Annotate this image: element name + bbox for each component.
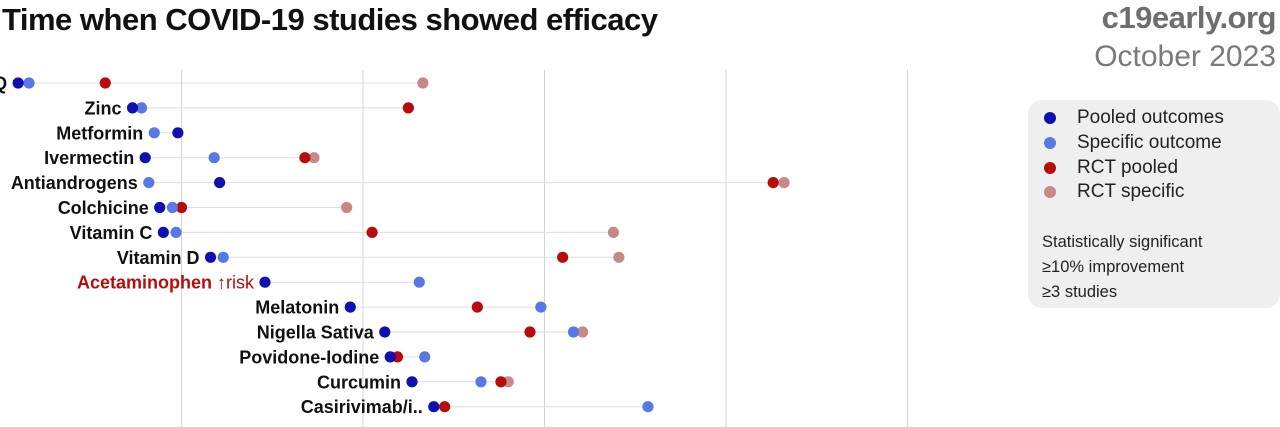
dot-pooled [428, 401, 440, 413]
row-label-text: Acetaminophen [77, 273, 212, 293]
row-label-text: Nigella Sativa [257, 323, 375, 343]
row-label-text: Vitamin D [117, 248, 200, 268]
legend-note-significant: Statistically significant [1042, 233, 1203, 251]
row-label: Nigella Sativa [257, 323, 375, 343]
dot-specific [413, 276, 425, 288]
row-label-text: HCQ [0, 74, 7, 94]
dot-rct-pooled [524, 326, 536, 338]
row-label-text: Curcumin [317, 372, 401, 392]
dot-rct-specific [778, 177, 790, 189]
row-label-text: Melatonin [255, 298, 339, 318]
dot-rct-pooled [767, 177, 779, 189]
row-label: Colchicine [58, 198, 149, 218]
dot-rct-pooled [495, 376, 507, 388]
efficacy-dot-chart: HCQ Zinc Metformin Ivermectin Antiandrogens C… [0, 70, 908, 427]
row-label: Melatonin [255, 298, 339, 318]
row-label-text: Povidone-Iodine [239, 347, 379, 367]
dot-specific [23, 77, 35, 89]
legend-label-pooled: Pooled outcomes [1077, 107, 1224, 128]
legend-dot-rct-pooled [1044, 162, 1056, 174]
row-label-suffix: ↑risk [212, 273, 255, 293]
row-label: Zinc [84, 98, 121, 118]
dot-rct-pooled [402, 102, 414, 114]
row-label: Ivermectin [44, 148, 134, 168]
row-label: HCQ [0, 74, 7, 94]
dot-specific [135, 102, 148, 114]
brand-block: c19early.org October 2023 [1094, 2, 1276, 72]
legend-item-rct-pooled: RCT pooled [1044, 156, 1178, 180]
legend-dot-specific [1044, 137, 1056, 149]
dot-specific [217, 251, 229, 263]
dot-rct-pooled [175, 201, 188, 214]
dot-rct-specific [607, 226, 620, 238]
dot-pooled [172, 127, 184, 139]
chart-title: Time when COVID-19 studies showed effica… [2, 2, 658, 37]
row-label-text: Zinc [84, 98, 121, 118]
row-label: Povidone-Iodine [239, 347, 379, 367]
dot-pooled [259, 276, 271, 288]
dot-pooled [154, 201, 166, 214]
legend-item-rct-specific: RCT specific [1044, 180, 1184, 204]
row-label-text: Colchicine [58, 198, 149, 218]
row-label: Antiandrogens [11, 173, 138, 193]
dot-pooled [157, 226, 169, 238]
row-label-text: Casirivimab/i.. [301, 397, 423, 417]
dot-specific [208, 152, 220, 164]
dot-specific [166, 201, 179, 214]
dot-pooled [406, 376, 418, 388]
dot-rct-specific [308, 152, 320, 164]
legend-dot-rct-specific [1044, 186, 1056, 198]
dot-specific [148, 127, 160, 139]
legend-note-improvement: ≥10% improvement [1042, 258, 1185, 276]
legend-note-studies: ≥3 studies [1042, 283, 1118, 301]
dot-pooled [12, 77, 24, 89]
row-label-text: Ivermectin [44, 148, 134, 168]
dot-specific [642, 401, 654, 413]
dot-specific [419, 351, 431, 363]
brand-name: c19early.org [1101, 0, 1277, 35]
dot-pooled [384, 351, 396, 363]
row-label: Acetaminophen ↑risk [77, 273, 255, 293]
legend-label-rct-specific: RCT specific [1077, 181, 1185, 202]
brand-date: October 2023 [1094, 40, 1276, 73]
dot-rct-specific [577, 326, 589, 338]
dot-rct-pooled [366, 226, 378, 238]
legend-item-pooled: Pooled outcomes [1044, 106, 1224, 130]
dot-pooled [204, 251, 217, 263]
dot-specific [535, 301, 547, 313]
dot-rct-pooled [299, 152, 311, 164]
row-label: Casirivimab/i.. [301, 397, 423, 417]
row-label: Vitamin D [117, 248, 200, 268]
dot-pooled [126, 102, 139, 114]
dot-pooled [214, 177, 226, 189]
row-label-text: Vitamin C [70, 223, 153, 243]
row-label-text: Antiandrogens [11, 173, 138, 193]
dot-rct-pooled [557, 251, 569, 263]
legend-item-specific: Specific outcome [1044, 131, 1222, 155]
row-label: Curcumin [317, 372, 401, 392]
legend-label-specific: Specific outcome [1077, 132, 1222, 153]
dot-pooled [344, 301, 356, 313]
dot-specific [475, 376, 487, 388]
row-label: Vitamin C [70, 223, 153, 243]
row-label: Metformin [56, 123, 143, 143]
dot-pooled [379, 326, 391, 338]
dot-rct-pooled [471, 301, 483, 313]
dot-rct-specific [341, 201, 353, 214]
dot-rct-pooled [99, 77, 111, 89]
legend: Pooled outcomes Specific outcome RCT poo… [1028, 100, 1280, 308]
dot-rct-specific [613, 251, 625, 263]
legend-notes: Statistically significant ≥10% improveme… [1042, 230, 1202, 305]
dot-rct-specific [417, 77, 429, 89]
row-label-text: Metformin [56, 123, 143, 143]
dot-specific [143, 177, 155, 189]
dot-rct-pooled [439, 401, 451, 413]
dot-specific [567, 326, 580, 338]
dot-specific [170, 226, 182, 238]
legend-dot-pooled [1044, 112, 1056, 124]
dot-pooled [139, 152, 151, 164]
legend-label-rct-pooled: RCT pooled [1077, 157, 1179, 178]
